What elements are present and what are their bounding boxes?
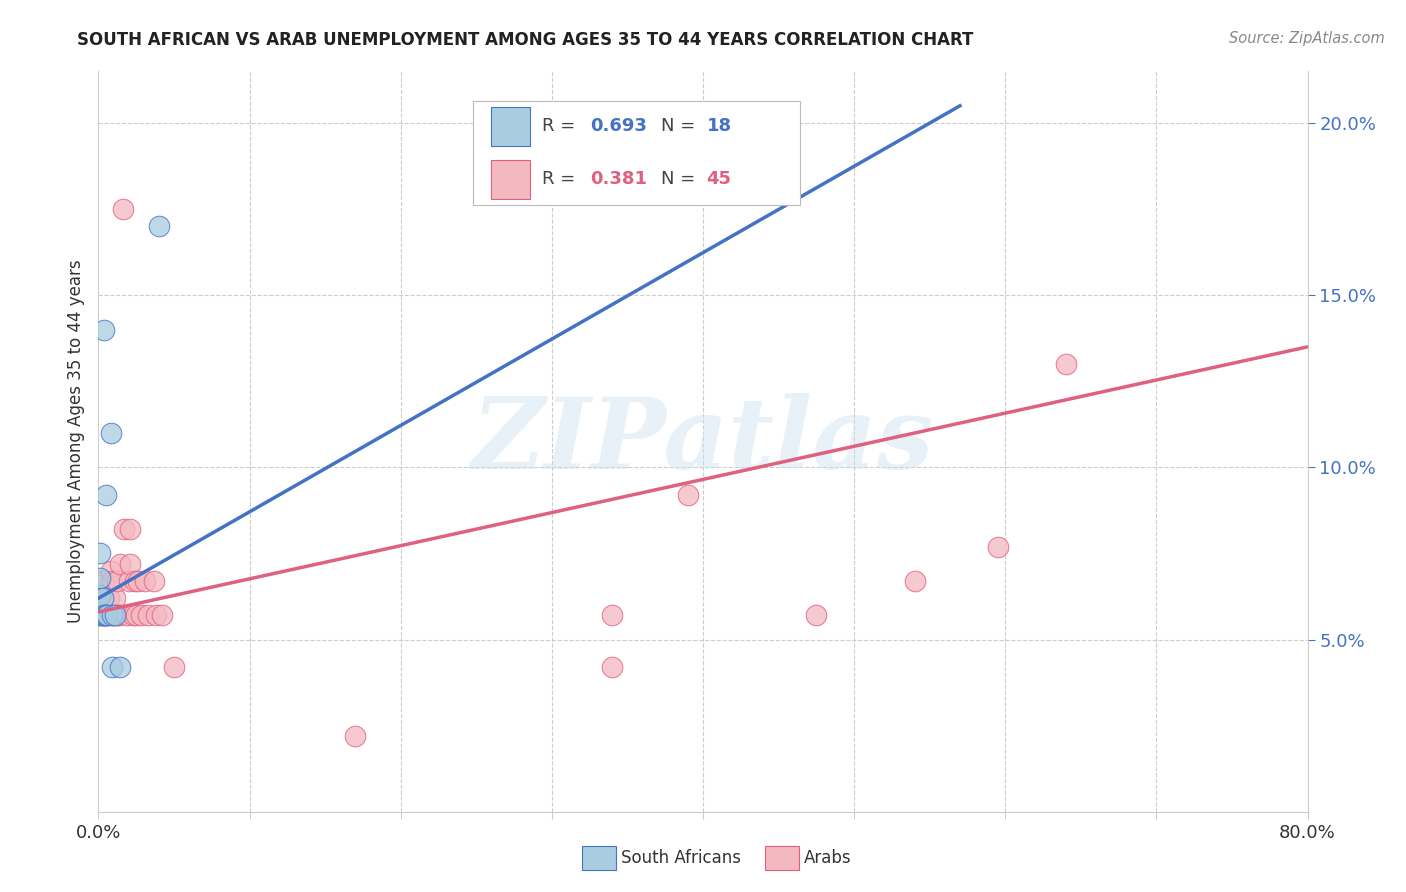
Point <box>101 608 124 623</box>
Point <box>108 557 131 571</box>
Point <box>904 574 927 588</box>
Point <box>124 574 146 588</box>
Point <box>115 608 138 623</box>
Point <box>105 608 128 623</box>
Text: R =: R = <box>543 118 581 136</box>
Point <box>105 574 128 588</box>
Point <box>134 574 156 588</box>
Point <box>136 608 159 623</box>
Point <box>602 660 624 674</box>
Point <box>89 605 111 619</box>
Text: N =: N = <box>661 118 700 136</box>
Point <box>89 570 111 584</box>
Point <box>89 588 111 602</box>
Text: ZIPatlas: ZIPatlas <box>472 393 934 490</box>
Text: 45: 45 <box>707 170 731 188</box>
Text: Source: ZipAtlas.com: Source: ZipAtlas.com <box>1229 31 1385 46</box>
Point <box>602 608 624 623</box>
Point <box>120 557 142 571</box>
FancyBboxPatch shape <box>492 107 530 145</box>
Point <box>104 591 127 606</box>
Point <box>1054 357 1077 371</box>
Point <box>987 540 1010 554</box>
Point <box>101 660 124 674</box>
Point <box>91 591 114 606</box>
Text: SOUTH AFRICAN VS ARAB UNEMPLOYMENT AMONG AGES 35 TO 44 YEARS CORRELATION CHART: SOUTH AFRICAN VS ARAB UNEMPLOYMENT AMONG… <box>77 31 974 49</box>
Point <box>93 574 115 588</box>
Point <box>112 522 135 536</box>
Point <box>150 608 173 623</box>
Point <box>108 608 131 623</box>
Point <box>93 608 115 623</box>
Point <box>120 522 142 536</box>
Point <box>89 608 111 623</box>
Point <box>89 608 111 623</box>
Y-axis label: Unemployment Among Ages 35 to 44 years: Unemployment Among Ages 35 to 44 years <box>66 260 84 624</box>
Point <box>163 660 186 674</box>
Point <box>108 660 131 674</box>
Point <box>96 608 118 623</box>
Point <box>127 574 149 588</box>
Point <box>104 608 127 623</box>
Point <box>89 574 111 588</box>
Text: South Africans: South Africans <box>621 849 741 867</box>
Point <box>101 574 124 588</box>
Text: N =: N = <box>661 170 700 188</box>
Text: 18: 18 <box>707 118 731 136</box>
Point <box>91 608 114 623</box>
Text: R =: R = <box>543 170 581 188</box>
Point <box>125 608 148 623</box>
Text: 0.693: 0.693 <box>591 118 647 136</box>
Point <box>101 608 124 623</box>
Point <box>89 591 111 606</box>
Point <box>145 608 167 623</box>
Point <box>676 488 699 502</box>
Point <box>100 425 122 440</box>
Point <box>806 608 828 623</box>
Point <box>93 591 115 606</box>
Text: Arabs: Arabs <box>804 849 852 867</box>
Point <box>94 488 117 502</box>
Point <box>98 591 121 606</box>
Point <box>344 729 367 743</box>
Point <box>93 323 115 337</box>
Point <box>111 202 134 216</box>
Point <box>148 219 170 234</box>
FancyBboxPatch shape <box>492 160 530 199</box>
Point <box>122 608 145 623</box>
Point <box>100 564 122 578</box>
Text: 0.381: 0.381 <box>591 170 648 188</box>
Point <box>91 591 114 606</box>
Point <box>143 574 166 588</box>
Point <box>118 574 141 588</box>
Point <box>103 608 125 623</box>
Point <box>93 608 115 623</box>
Point <box>96 608 118 623</box>
Point <box>89 546 111 560</box>
Point <box>129 608 152 623</box>
Point <box>94 608 117 623</box>
Point <box>94 608 117 623</box>
Point <box>91 608 114 623</box>
FancyBboxPatch shape <box>474 101 800 204</box>
